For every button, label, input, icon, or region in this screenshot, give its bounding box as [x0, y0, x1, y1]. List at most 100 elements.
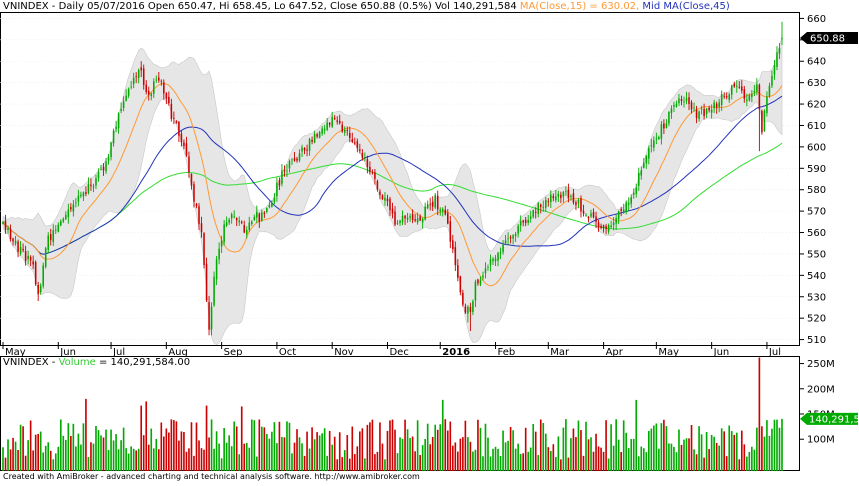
candle-body	[226, 222, 228, 225]
volume-bar	[708, 449, 710, 471]
volume-bar	[228, 435, 230, 471]
candle-body	[716, 104, 718, 108]
volume-bar	[485, 424, 487, 471]
volume-bar	[173, 420, 175, 471]
candle-body	[58, 225, 60, 232]
last-volume-label: 140,291,5	[809, 414, 859, 425]
volume-bar	[379, 422, 381, 471]
volume-bar	[676, 452, 678, 471]
candle-body	[150, 94, 152, 96]
candle-body	[548, 201, 550, 202]
volume-bar	[5, 458, 7, 471]
volume-bar	[563, 428, 565, 471]
candle-body	[10, 229, 12, 239]
volume-bar	[434, 425, 436, 471]
candle-body	[553, 196, 555, 198]
candle-body	[364, 157, 366, 158]
volume-bar	[688, 438, 690, 471]
volume-bar	[145, 401, 147, 471]
candle-body	[359, 149, 361, 150]
candle-body	[537, 203, 539, 213]
candle-body	[382, 195, 384, 199]
candle-body	[530, 217, 532, 219]
candle-body	[309, 139, 311, 151]
volume-tick-label: 200M	[807, 384, 835, 395]
volume-bar	[706, 432, 708, 471]
volume-header-value: = 140,291,584.00	[96, 357, 190, 368]
candle-body	[643, 163, 645, 168]
volume-bar	[414, 451, 416, 471]
candle-body	[12, 239, 14, 242]
volume-bar	[781, 419, 783, 471]
candle-body	[540, 205, 542, 207]
volume-bar	[183, 432, 185, 471]
volume-bar	[683, 440, 685, 471]
candle-body	[354, 142, 356, 143]
price-tick-label: 550	[807, 249, 826, 260]
candle-body	[83, 193, 85, 197]
volume-bar	[515, 449, 517, 471]
volume-bar	[457, 452, 459, 471]
price-tick-label: 600	[807, 142, 826, 153]
volume-bar	[326, 456, 328, 471]
candle-body	[286, 171, 288, 172]
candle-body	[291, 160, 293, 161]
candle-body	[281, 170, 283, 183]
candle-body	[505, 240, 507, 243]
volume-bar	[394, 430, 396, 471]
footer-credit: Created with AmiBroker - advanced charti…	[3, 472, 420, 482]
candle-body	[339, 121, 341, 123]
volume-bar	[299, 437, 301, 471]
candle-body	[527, 220, 529, 223]
volume-bar	[749, 452, 751, 471]
candle-body	[135, 76, 137, 77]
volume-bar	[25, 456, 27, 471]
volume-bar	[258, 419, 260, 471]
volume-bar	[409, 438, 411, 471]
candle-body	[711, 110, 713, 113]
volume-bar	[32, 450, 34, 471]
candle-body	[771, 76, 773, 86]
candle-body	[424, 206, 426, 219]
volume-bar	[90, 442, 92, 471]
candle-body	[515, 234, 517, 236]
volume-bar	[264, 427, 266, 471]
candle-body	[683, 101, 685, 102]
volume-bar	[367, 425, 369, 471]
candle-body	[447, 213, 449, 223]
volume-bar	[80, 445, 82, 471]
candle-body	[470, 307, 472, 312]
candle-body	[502, 245, 504, 252]
price-tick-label: 630	[807, 78, 826, 89]
candle-body	[394, 212, 396, 225]
candle-body	[588, 217, 590, 218]
volume-bar	[125, 448, 127, 471]
volume-bar	[316, 432, 318, 471]
candle-body	[186, 143, 188, 155]
candle-body	[653, 140, 655, 147]
volume-bar	[532, 424, 534, 471]
candle-body	[334, 118, 336, 119]
volume-bar	[309, 449, 311, 471]
candle-body	[85, 192, 87, 194]
volume-bar	[575, 437, 577, 471]
candle-body	[203, 233, 205, 265]
candle-body	[206, 264, 208, 301]
volume-bar	[686, 438, 688, 471]
candle-body	[80, 195, 82, 196]
candle-body	[264, 213, 266, 214]
volume-bar	[723, 431, 725, 471]
volume-bar	[160, 422, 162, 471]
candle-body	[749, 95, 751, 100]
candle-body	[676, 104, 678, 107]
candle-body	[613, 223, 615, 225]
volume-bar	[769, 436, 771, 471]
candle-body	[706, 109, 708, 114]
candle-body	[754, 91, 756, 92]
volume-bar	[547, 447, 549, 471]
volume-bar	[628, 448, 630, 471]
volume-bar	[703, 458, 705, 471]
candle-body	[296, 159, 298, 161]
volume-bar	[568, 458, 570, 471]
candle-body	[550, 195, 552, 202]
